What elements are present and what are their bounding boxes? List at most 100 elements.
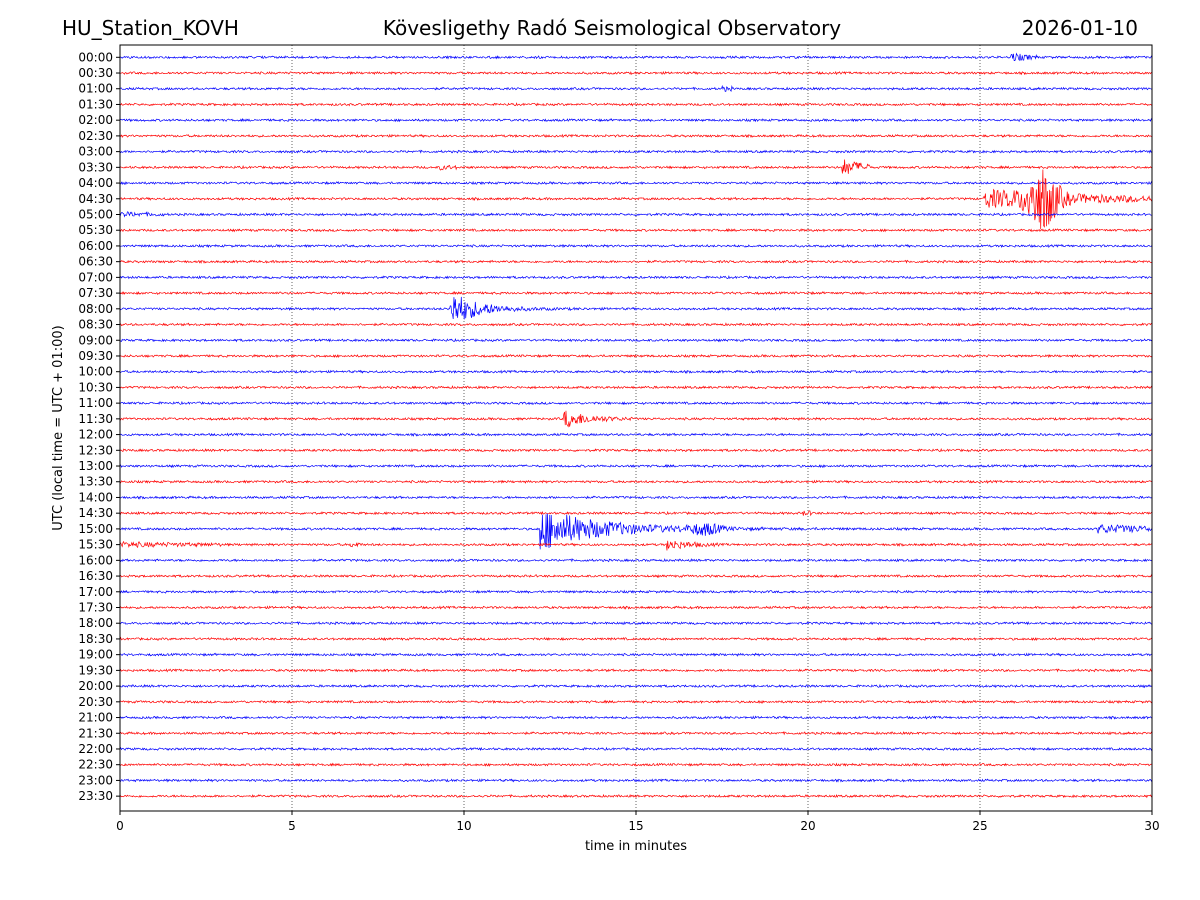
y-tick-label: 05:00 (78, 208, 113, 222)
y-tick-label: 14:00 (78, 490, 113, 504)
trace-row (119, 513, 1153, 550)
trace-row (119, 762, 1153, 767)
y-tick-label: 03:30 (78, 160, 113, 174)
chart-date: 2026-01-10 (1022, 16, 1138, 40)
y-tick-label: 17:00 (78, 585, 113, 599)
y-tick-label: 22:30 (78, 758, 113, 772)
x-tick-label: 5 (288, 819, 296, 833)
y-tick-label: 09:30 (78, 349, 113, 363)
trace-row (119, 322, 1153, 327)
y-tick-label: 19:30 (78, 663, 113, 677)
trace-row (119, 778, 1153, 783)
trace-row (119, 102, 1153, 107)
y-tick-label: 21:00 (78, 711, 113, 725)
y-tick-label: 11:30 (78, 412, 113, 426)
y-tick-label: 12:00 (78, 428, 113, 442)
y-tick-label: 01:00 (78, 82, 113, 96)
trace-row (119, 259, 1153, 264)
trace-row (119, 636, 1153, 642)
grid-lines (291, 45, 981, 811)
y-tick-label: 22:00 (78, 742, 113, 756)
trace-row (119, 448, 1153, 453)
trace-row (119, 227, 1153, 233)
y-axis-label: UTC (local time = UTC + 01:00) (51, 325, 66, 530)
y-tick-label: 07:30 (78, 286, 113, 300)
y-tick-label: 13:30 (78, 475, 113, 489)
y-tick-label: 23:00 (78, 773, 113, 787)
trace-row (119, 540, 1153, 551)
y-tick-label: 09:00 (78, 333, 113, 347)
y-tick-label: 05:30 (78, 223, 113, 237)
x-axis-ticks: 0 5 10 15 20 25 30 (116, 811, 1160, 833)
y-tick-label: 16:30 (78, 569, 113, 583)
trace-row (119, 169, 1153, 230)
y-tick-label: 08:00 (78, 302, 113, 316)
trace-row (119, 369, 1153, 374)
trace-row (119, 159, 1153, 174)
y-tick-label: 15:00 (78, 522, 113, 536)
x-tick-label: 30 (1144, 819, 1159, 833)
trace-row (119, 385, 1153, 390)
y-tick-label: 06:30 (78, 255, 113, 269)
trace-row (119, 290, 1153, 296)
trace-row (119, 180, 1153, 186)
y-tick-label: 07:00 (78, 270, 113, 284)
trace-row (119, 730, 1153, 736)
x-axis-label: time in minutes (585, 839, 687, 854)
trace-row (119, 463, 1153, 469)
x-tick-label: 20 (800, 819, 815, 833)
trace-row (119, 558, 1153, 563)
trace-row (119, 400, 1153, 406)
observatory-title: Kövesligethy Radó Seismological Observat… (383, 16, 841, 40)
trace-row (119, 117, 1153, 123)
y-tick-label: 12:30 (78, 443, 113, 457)
trace-row (119, 337, 1153, 343)
seismogram-traces (119, 52, 1153, 799)
trace-row (119, 746, 1153, 752)
y-tick-label: 08:30 (78, 318, 113, 332)
x-tick-label: 0 (116, 819, 124, 833)
trace-row (119, 243, 1153, 249)
y-tick-label: 17:30 (78, 601, 113, 615)
y-tick-label: 00:30 (78, 66, 113, 80)
y-tick-label: 02:30 (78, 129, 113, 143)
x-tick-label: 10 (456, 819, 471, 833)
trace-row (119, 211, 1153, 218)
y-tick-label: 14:30 (78, 506, 113, 520)
trace-row (119, 133, 1153, 139)
trace-row (119, 699, 1153, 704)
y-tick-label: 02:00 (78, 113, 113, 127)
y-tick-label: 20:00 (78, 679, 113, 693)
trace-row (119, 573, 1153, 579)
trace-row (119, 510, 1153, 517)
y-tick-label: 13:00 (78, 459, 113, 473)
y-tick-label: 21:30 (78, 726, 113, 740)
trace-row (119, 275, 1153, 280)
trace-row (119, 70, 1153, 76)
trace-row (119, 620, 1153, 626)
y-tick-label: 04:00 (78, 176, 113, 190)
y-tick-label: 23:30 (78, 789, 113, 803)
trace-row (119, 605, 1153, 610)
y-tick-label: 18:00 (78, 616, 113, 630)
x-tick-label: 15 (628, 819, 643, 833)
trace-row (119, 683, 1153, 689)
trace-row (119, 84, 1153, 93)
y-tick-label: 15:30 (78, 538, 113, 552)
trace-row (119, 410, 1153, 428)
y-tick-label: 06:00 (78, 239, 113, 253)
y-tick-label: 16:00 (78, 553, 113, 567)
y-tick-label: 11:00 (78, 396, 113, 410)
y-tick-label: 18:30 (78, 632, 113, 646)
y-tick-label: 10:00 (78, 365, 113, 379)
y-tick-label: 19:00 (78, 648, 113, 662)
trace-row (119, 353, 1153, 359)
trace-row (119, 652, 1153, 657)
trace-row (119, 149, 1153, 154)
trace-row (119, 479, 1153, 484)
trace-row (119, 495, 1153, 500)
y-tick-label: 03:00 (78, 145, 113, 159)
station-name: HU_Station_KOVH (62, 16, 239, 40)
